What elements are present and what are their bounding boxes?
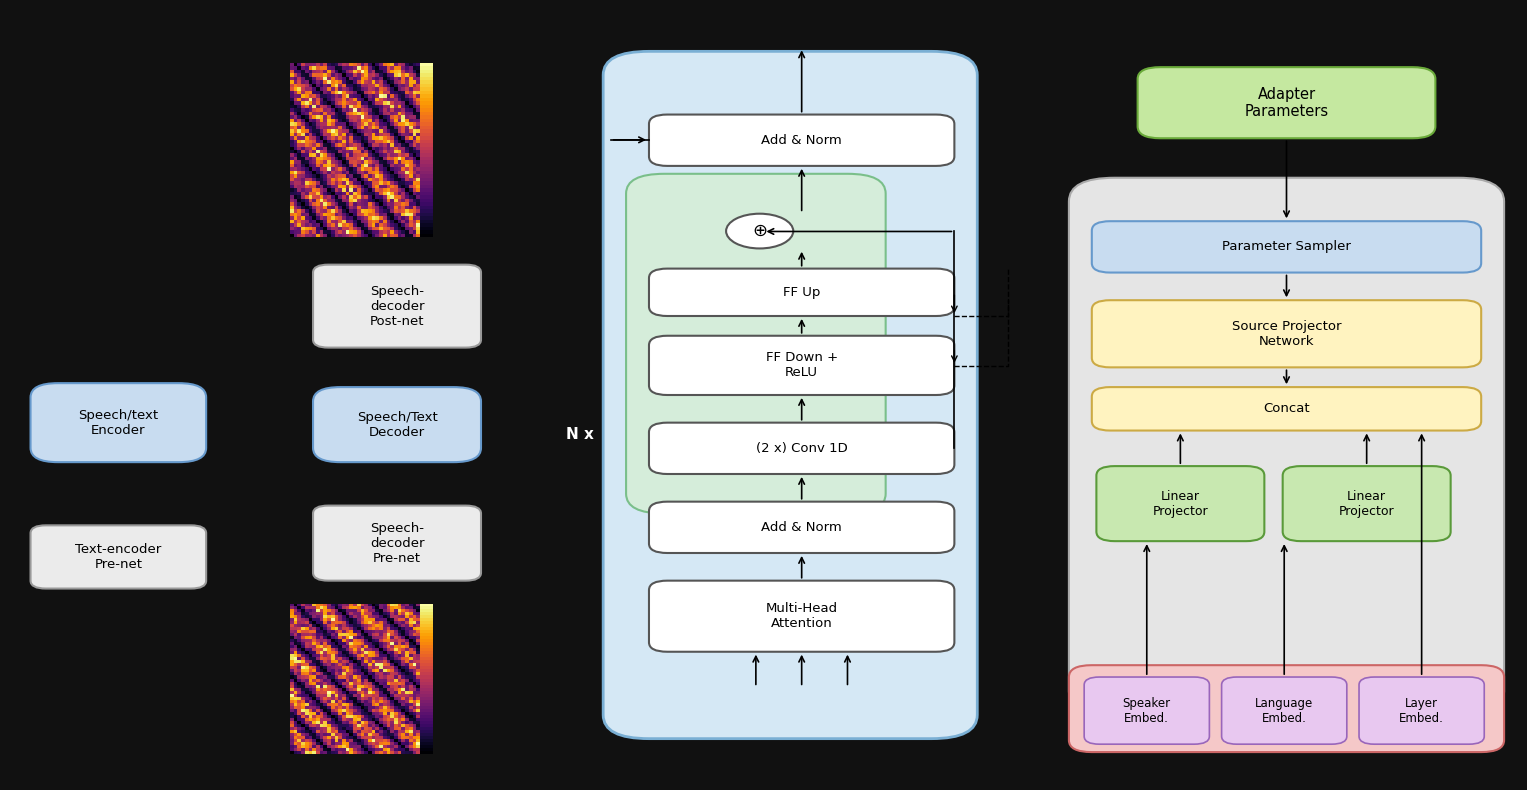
FancyBboxPatch shape (649, 269, 954, 316)
FancyBboxPatch shape (649, 115, 954, 166)
Text: Language
Embed.: Language Embed. (1255, 697, 1313, 724)
FancyBboxPatch shape (603, 51, 977, 739)
Text: Speech/Text
Decoder: Speech/Text Decoder (357, 411, 437, 438)
FancyBboxPatch shape (1084, 677, 1209, 744)
FancyBboxPatch shape (31, 525, 206, 589)
Text: Speaker
Embed.: Speaker Embed. (1122, 697, 1171, 724)
Text: Linear
Projector: Linear Projector (1153, 490, 1208, 517)
Text: Source Projector
Network: Source Projector Network (1232, 320, 1341, 348)
Text: Adapter
Parameters: Adapter Parameters (1245, 86, 1328, 119)
Text: N x: N x (567, 427, 594, 442)
FancyBboxPatch shape (1283, 466, 1451, 541)
Text: (2 x) Conv 1D: (2 x) Conv 1D (756, 442, 847, 455)
FancyBboxPatch shape (1069, 178, 1504, 715)
FancyBboxPatch shape (31, 383, 206, 462)
FancyBboxPatch shape (313, 265, 481, 348)
FancyBboxPatch shape (649, 336, 954, 395)
Text: Add & Norm: Add & Norm (762, 521, 841, 534)
FancyBboxPatch shape (313, 506, 481, 581)
Text: Multi-Head
Attention: Multi-Head Attention (765, 602, 838, 630)
Text: Linear
Projector: Linear Projector (1339, 490, 1394, 517)
FancyBboxPatch shape (1069, 665, 1504, 752)
Text: FF Up: FF Up (783, 286, 820, 299)
Text: Layer
Embed.: Layer Embed. (1399, 697, 1445, 724)
Text: Add & Norm: Add & Norm (762, 134, 841, 147)
FancyBboxPatch shape (313, 387, 481, 462)
FancyBboxPatch shape (649, 423, 954, 474)
Text: ⊕: ⊕ (753, 222, 767, 240)
Text: Speech-
decoder
Pre-net: Speech- decoder Pre-net (370, 521, 425, 565)
FancyBboxPatch shape (626, 174, 886, 514)
Text: FF Down +
ReLU: FF Down + ReLU (765, 352, 838, 379)
Text: Concat: Concat (1263, 402, 1310, 416)
FancyBboxPatch shape (649, 581, 954, 652)
FancyBboxPatch shape (1138, 67, 1435, 138)
FancyBboxPatch shape (1092, 387, 1481, 431)
Text: Text-encoder
Pre-net: Text-encoder Pre-net (75, 543, 162, 571)
FancyBboxPatch shape (1092, 300, 1481, 367)
Text: Speech-
decoder
Post-net: Speech- decoder Post-net (370, 284, 425, 328)
Text: Speech/text
Encoder: Speech/text Encoder (78, 408, 159, 437)
FancyBboxPatch shape (649, 502, 954, 553)
Text: Parameter Sampler: Parameter Sampler (1222, 240, 1351, 254)
FancyBboxPatch shape (1092, 221, 1481, 273)
FancyBboxPatch shape (1359, 677, 1484, 744)
Circle shape (727, 214, 794, 248)
FancyBboxPatch shape (1096, 466, 1264, 541)
FancyBboxPatch shape (1222, 677, 1347, 744)
